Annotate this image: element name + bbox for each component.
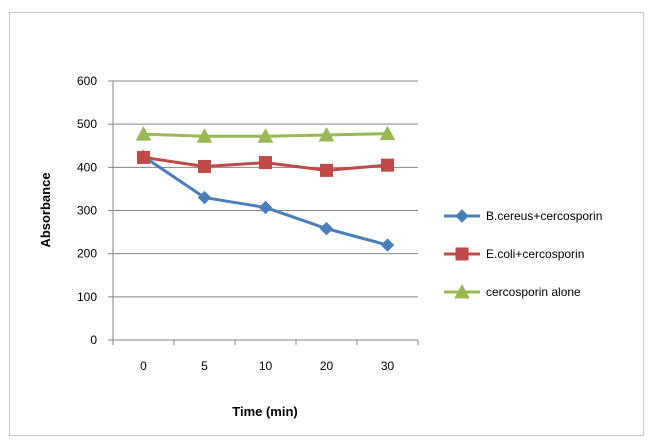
data-point bbox=[258, 200, 273, 215]
legend-entry: cercosporin alone bbox=[444, 283, 581, 299]
legend-marker bbox=[455, 247, 469, 261]
legend-marker bbox=[455, 209, 469, 223]
x-tick-labels: 0 5 10 20 30 bbox=[140, 359, 394, 373]
y-tick-label: 100 bbox=[77, 290, 97, 304]
y-tick-label: 200 bbox=[77, 247, 97, 261]
legend-marker bbox=[454, 283, 470, 299]
y-axis-title: Absorbance bbox=[38, 172, 53, 247]
x-tick-label: 5 bbox=[201, 359, 208, 373]
y-tick-label: 600 bbox=[77, 74, 97, 88]
data-point bbox=[379, 125, 396, 141]
data-point bbox=[197, 190, 212, 205]
data-point bbox=[320, 163, 333, 177]
x-tick-label: 10 bbox=[259, 359, 273, 373]
data-point bbox=[318, 126, 335, 142]
gridlines bbox=[113, 80, 418, 298]
y-tick-label: 400 bbox=[77, 160, 97, 174]
legend-label: B.cereus+cercosporin bbox=[486, 209, 602, 223]
legend-label: cercosporin alone bbox=[486, 285, 581, 299]
data-point bbox=[381, 158, 394, 172]
y-tick-label: 0 bbox=[90, 333, 97, 347]
series-layer bbox=[135, 125, 396, 252]
y-tick-label: 500 bbox=[77, 117, 97, 131]
data-point bbox=[198, 159, 211, 173]
x-tick-label: 30 bbox=[381, 359, 395, 373]
data-point bbox=[319, 221, 334, 236]
data-point bbox=[257, 128, 274, 143]
x-axis-title: Time (min) bbox=[232, 404, 298, 419]
legend-label: E.coli+cercosporin bbox=[486, 247, 584, 261]
y-tick-label: 300 bbox=[77, 204, 97, 218]
series-3 bbox=[135, 125, 396, 143]
legend-entry: B.cereus+cercosporin bbox=[444, 209, 602, 223]
series-2 bbox=[137, 150, 394, 177]
x-tick-label: 20 bbox=[320, 359, 334, 373]
x-tick-label: 0 bbox=[140, 359, 147, 373]
axes bbox=[108, 80, 419, 345]
data-point bbox=[259, 156, 272, 170]
data-point bbox=[135, 126, 152, 141]
data-point bbox=[196, 128, 213, 143]
y-tick-labels: 0 100 200 300 400 500 600 bbox=[77, 74, 97, 347]
data-point bbox=[137, 150, 150, 164]
data-point bbox=[380, 238, 395, 252]
legend: B.cereus+cercosporin E.coli+cercosporin ce… bbox=[444, 209, 602, 299]
legend-entry: E.coli+cercosporin bbox=[444, 247, 584, 261]
